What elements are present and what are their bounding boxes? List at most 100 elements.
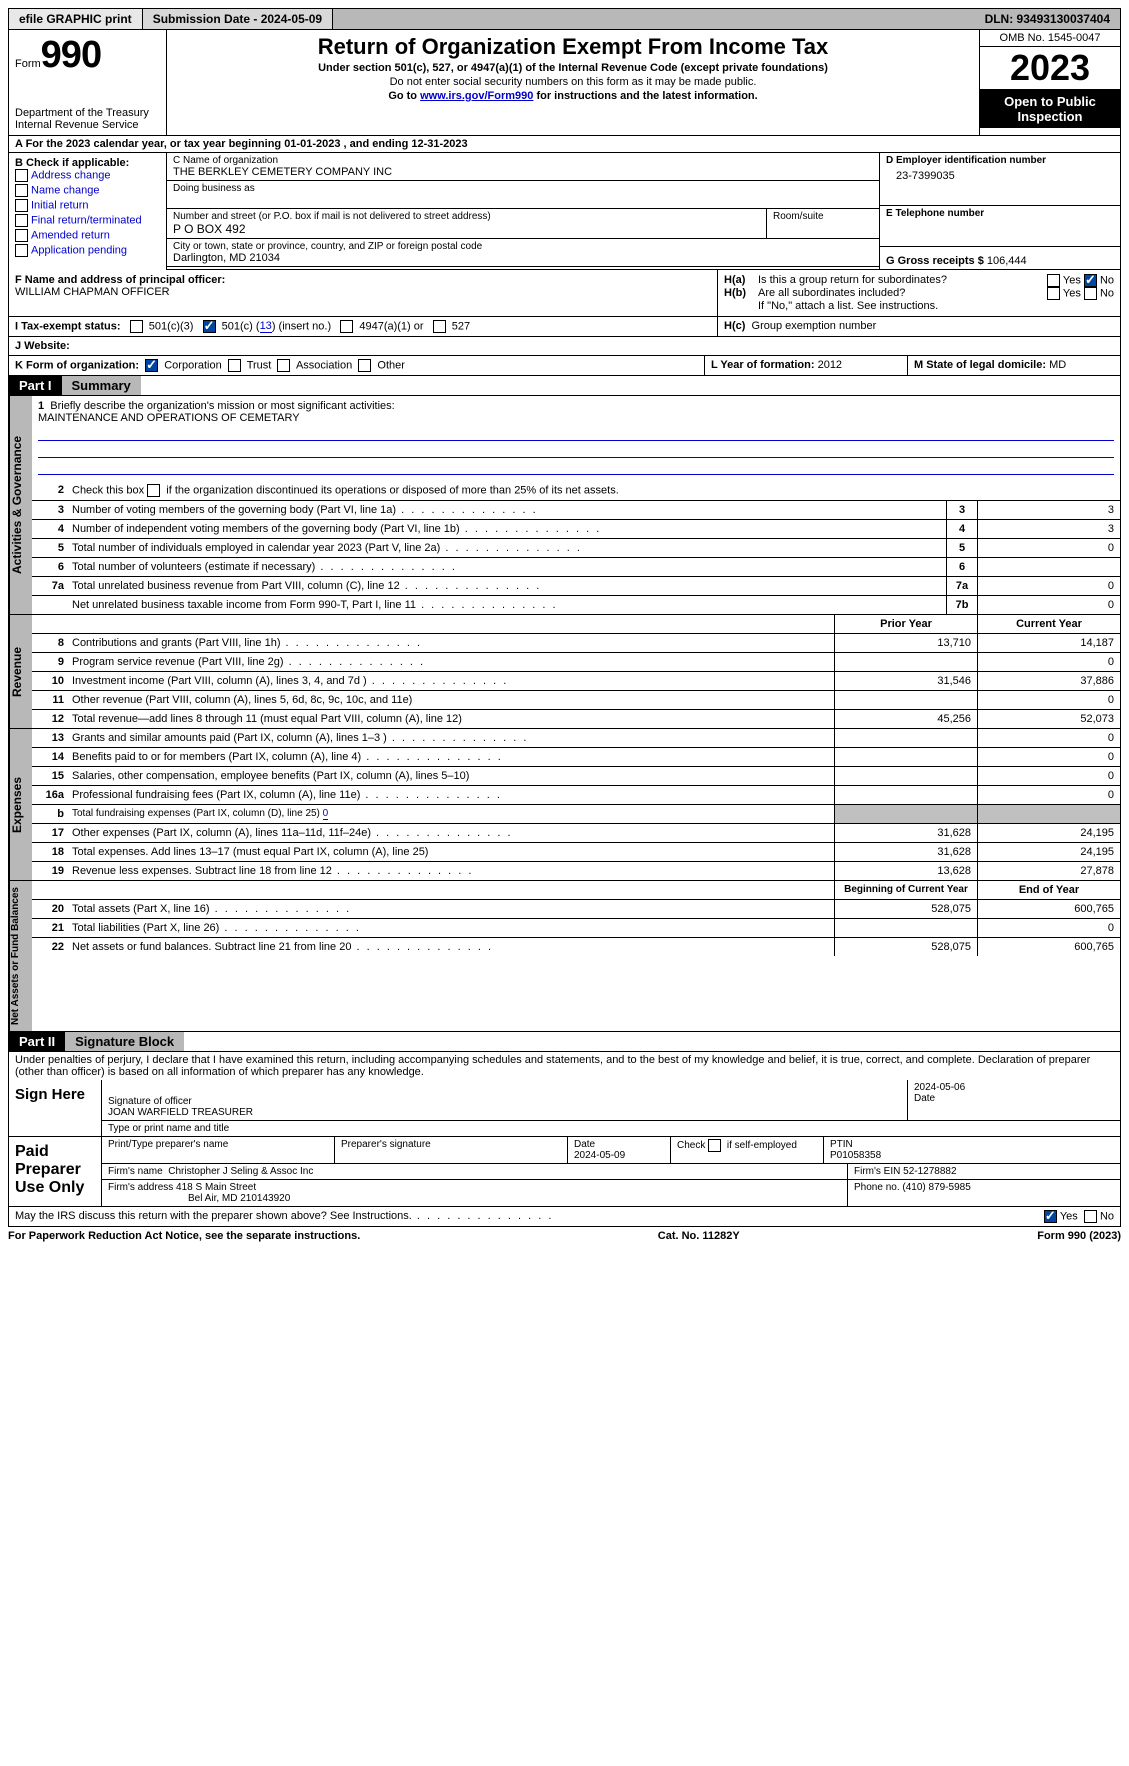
entity-info-block: B Check if applicable: Address change Na… (8, 153, 1121, 270)
firm-addr1: 418 S Main Street (176, 1182, 256, 1193)
val5: 0 (977, 539, 1120, 557)
chk-final-return[interactable]: Final return/terminated (15, 214, 160, 227)
line10: Investment income (Part VIII, column (A)… (68, 672, 834, 690)
dln-label: DLN: 93493130037404 (975, 9, 1120, 29)
chk-501c3[interactable] (130, 320, 143, 333)
prep-date: 2024-05-09 (574, 1150, 664, 1161)
dept-label: Department of the Treasury (15, 107, 160, 119)
submission-date-button[interactable]: Submission Date - 2024-05-09 (143, 9, 333, 29)
p12: 45,256 (834, 710, 977, 728)
chk-name-change[interactable]: Name change (15, 184, 160, 197)
line19: Revenue less expenses. Subtract line 18 … (68, 862, 834, 880)
city-state-zip: Darlington, MD 21034 (173, 252, 873, 264)
year-formation: 2012 (818, 359, 842, 371)
paid-preparer-label: Paid Preparer Use Only (9, 1137, 102, 1206)
tax-status-label: I Tax-exempt status: (15, 320, 121, 332)
c15: 0 (977, 767, 1120, 785)
chk-4947[interactable] (340, 320, 353, 333)
form-footer: Form 990 (2023) (1037, 1230, 1121, 1242)
p10: 31,546 (834, 672, 977, 690)
chk-assoc[interactable] (277, 359, 290, 372)
ha-no[interactable] (1084, 274, 1097, 287)
c12: 52,073 (977, 710, 1120, 728)
line18: Total expenses. Add lines 13–17 (must eq… (68, 843, 834, 861)
chk-app-pending[interactable]: Application pending (15, 244, 160, 257)
p11 (834, 691, 977, 709)
p22: 528,075 (834, 938, 977, 956)
p13 (834, 729, 977, 747)
section-b-label: B Check if applicable: (15, 157, 160, 169)
p16a (834, 786, 977, 804)
c17: 24,195 (977, 824, 1120, 842)
line3: Number of voting members of the governin… (68, 501, 946, 519)
officer-signature: JOAN WARFIELD TREASURER (108, 1107, 901, 1118)
prior-year-hdr: Prior Year (834, 615, 977, 633)
line22: Net assets or fund balances. Subtract li… (68, 938, 834, 956)
perjury-text: Under penalties of perjury, I declare th… (8, 1052, 1121, 1080)
discuss-no[interactable] (1084, 1210, 1097, 1223)
p19: 13,628 (834, 862, 977, 880)
dba-label: Doing business as (173, 183, 873, 194)
chk-initial-return[interactable]: Initial return (15, 199, 160, 212)
prep-date-label: Date (574, 1139, 664, 1150)
chk-self-emp[interactable] (708, 1139, 721, 1152)
chk-trust[interactable] (228, 359, 241, 372)
line21: Total liabilities (Part X, line 26) (68, 919, 834, 937)
firm-ein-label: Firm's EIN (854, 1166, 900, 1177)
street-address: P O BOX 492 (173, 222, 760, 236)
form-title: Return of Organization Exempt From Incom… (177, 34, 969, 60)
ptin-label: PTIN (830, 1139, 1114, 1150)
part1-title: Summary (62, 376, 141, 395)
ha-label: Is this a group return for subordinates? (758, 274, 1047, 287)
val4: 3 (977, 520, 1120, 538)
type-name-label: Type or print name and title (102, 1121, 1120, 1136)
tax-year: 2023 (980, 47, 1120, 90)
self-emp: Check if self-employed (677, 1139, 817, 1152)
chk-amended[interactable]: Amended return (15, 229, 160, 242)
chk-discontinued[interactable] (147, 484, 160, 497)
c8: 14,187 (977, 634, 1120, 652)
firm-phone: (410) 879-5985 (902, 1182, 970, 1193)
name-label: C Name of organization (173, 155, 873, 166)
gross-receipts-value: 106,444 (987, 255, 1027, 267)
line6: Total number of volunteers (estimate if … (68, 558, 946, 576)
chk-address-change[interactable]: Address change (15, 169, 160, 182)
c13: 0 (977, 729, 1120, 747)
c19: 27,878 (977, 862, 1120, 880)
side-expenses: Expenses (9, 729, 32, 880)
curr-year-hdr: Current Year (977, 615, 1120, 633)
chk-corp[interactable] (145, 359, 158, 372)
hb-no[interactable] (1084, 287, 1097, 300)
chk-other[interactable] (358, 359, 371, 372)
c18: 24,195 (977, 843, 1120, 861)
c22: 600,765 (977, 938, 1120, 956)
line12: Total revenue—add lines 8 through 11 (mu… (68, 710, 834, 728)
form-number: 990 (41, 34, 101, 76)
side-revenue: Revenue (9, 615, 32, 728)
c16a: 0 (977, 786, 1120, 804)
c10: 37,886 (977, 672, 1120, 690)
hc-label: Group exemption number (752, 320, 877, 332)
c20: 600,765 (977, 900, 1120, 918)
chk-501c[interactable] (203, 320, 216, 333)
val6 (977, 558, 1120, 576)
website-label: J Website: (9, 337, 1120, 355)
ha-yes[interactable] (1047, 274, 1060, 287)
line16b: Total fundraising expenses (Part IX, col… (68, 805, 834, 823)
val7b: 0 (977, 596, 1120, 614)
line7b: Net unrelated business taxable income fr… (68, 596, 946, 614)
side-netassets: Net Assets or Fund Balances (9, 881, 32, 1031)
efile-graphic-button[interactable]: efile GRAPHIC print (9, 9, 143, 29)
sign-here-label: Sign Here (9, 1080, 102, 1136)
irs-link[interactable]: www.irs.gov/Form990 (420, 90, 533, 102)
line8: Contributions and grants (Part VIII, lin… (68, 634, 834, 652)
chk-527[interactable] (433, 320, 446, 333)
city-label: City or town, state or province, country… (173, 241, 873, 252)
hb-yes[interactable] (1047, 287, 1060, 300)
line5: Total number of individuals employed in … (68, 539, 946, 557)
c9: 0 (977, 653, 1120, 671)
discuss-yes[interactable] (1044, 1210, 1057, 1223)
domicile-label: M State of legal domicile: (914, 359, 1046, 371)
form-subtitle: Under section 501(c), 527, or 4947(a)(1)… (177, 62, 969, 74)
sig-officer-label: Signature of officer (108, 1096, 901, 1107)
